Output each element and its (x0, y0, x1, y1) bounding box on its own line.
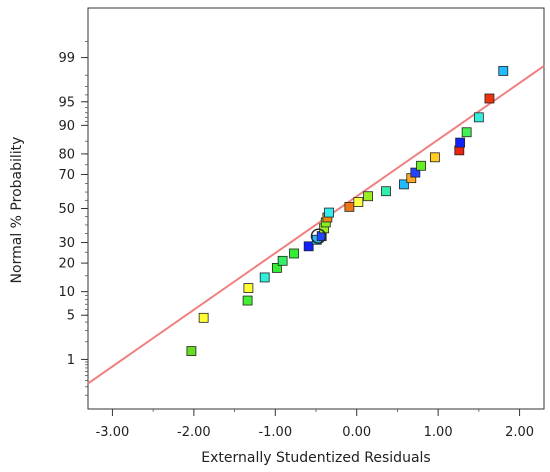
y-tick-label: 30 (58, 236, 75, 251)
x-tick-label: -3.00 (96, 425, 130, 440)
y-tick-label: 5 (67, 309, 75, 324)
y-tick-label: 70 (58, 168, 75, 183)
plot-area: 1 5 10 20 30 50 70 80 90 95 99 -3.00 -2.00 -1.00 0.00 1… (58, 7, 545, 440)
data-point (324, 207, 334, 218)
data-point (381, 186, 391, 197)
data-point (429, 152, 440, 163)
reference-line (87, 65, 545, 385)
data-point (416, 160, 426, 171)
y-tick-label: 90 (58, 119, 75, 134)
data-point (243, 283, 254, 293)
data-point (289, 248, 299, 259)
plot-frame (87, 7, 545, 410)
data-point (242, 295, 253, 306)
data-point (272, 262, 282, 273)
data-point (186, 346, 197, 356)
y-tick-label: 50 (58, 202, 75, 217)
data-point (461, 127, 472, 138)
data-point (498, 66, 509, 76)
data-point (344, 201, 355, 212)
data-point (410, 167, 421, 178)
y-tick-label: 80 (58, 147, 75, 162)
x-tick-label: 1.00 (424, 425, 453, 440)
y-tick-label: 99 (58, 51, 75, 66)
y-tick-label: 10 (58, 285, 75, 300)
x-tick-label: -1.00 (258, 425, 292, 440)
data-point (484, 93, 495, 104)
data-point (353, 197, 364, 207)
data-point (259, 272, 270, 283)
data-point (277, 255, 288, 266)
data-point (473, 112, 484, 123)
data-point (455, 137, 466, 148)
highlighted-point-circle (310, 228, 327, 244)
y-tick-label: 20 (58, 257, 75, 272)
data-point (399, 179, 409, 190)
x-tick-label: -2.00 (177, 425, 211, 440)
data-point (303, 241, 314, 252)
y-tick-label: 1 (67, 353, 75, 368)
x-tick-label: 2.00 (505, 425, 534, 440)
x-axis-title: Externally Studentized Residuals (201, 450, 430, 466)
data-point (363, 191, 374, 202)
y-tick-label: 95 (58, 95, 75, 110)
y-axis-title: Normal % Probability (9, 137, 25, 284)
data-point (198, 312, 209, 323)
x-tick-label: 0.00 (342, 425, 371, 440)
